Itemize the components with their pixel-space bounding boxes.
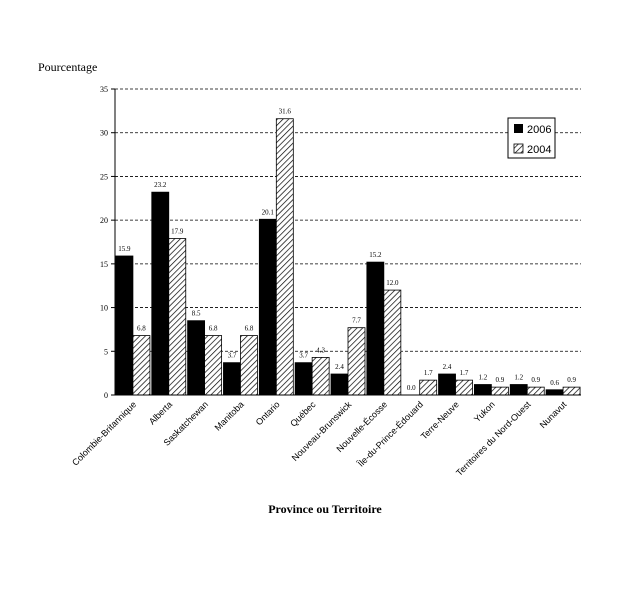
- y-tick-label: 15: [100, 260, 108, 269]
- data-label-2006-0: 15.9: [118, 245, 131, 253]
- bar-2004-2: [204, 335, 223, 396]
- data-label-2006-2: 8.5: [192, 310, 201, 318]
- x-tick-label-8: Île-du-Prince-Édouard: [355, 399, 425, 469]
- bar-2006-1: [151, 191, 170, 396]
- data-label-2004-1: 17.9: [171, 228, 184, 236]
- bar-2004-7: [383, 289, 402, 396]
- x-tick-label-1: Alberta: [147, 399, 174, 426]
- data-label-2006-1: 23.2: [154, 181, 167, 189]
- legend-label-2004: 2004: [527, 144, 551, 156]
- data-label-2004-12: 0.9: [567, 376, 576, 384]
- x-tick-label-4: Ontario: [254, 399, 282, 427]
- x-tick-label-6: Nouveau-Brunswick: [290, 399, 354, 463]
- data-label-2006-5: 3.7: [299, 352, 308, 360]
- x-tick-label-3: Manitoba: [213, 399, 246, 432]
- bar-2004-5: [311, 357, 330, 396]
- axes: [114, 89, 581, 396]
- bar-2004-1: [168, 238, 187, 396]
- y-tick-label: 35: [100, 85, 108, 94]
- y-tick-label: 20: [100, 216, 108, 225]
- y-tick-label: 10: [100, 304, 108, 313]
- bar-2004-6: [347, 327, 366, 396]
- x-tick-label-5: Québec: [288, 399, 318, 429]
- bars: [115, 118, 581, 396]
- bar-2006-12: [545, 389, 564, 396]
- bar-2004-4: [275, 118, 294, 396]
- bar-2006-9: [438, 373, 456, 396]
- x-tick-label-11: Territoires du Nord-Ouest: [454, 399, 533, 478]
- bar-2004-10: [490, 386, 509, 396]
- data-label-2006-4: 20.1: [262, 208, 275, 216]
- data-label-2004-4: 31.6: [279, 108, 292, 116]
- legend-swatch-2006: [514, 124, 523, 133]
- y-tick-label: 25: [100, 172, 108, 181]
- data-label-2006-6: 2.4: [335, 363, 344, 371]
- data-label-2004-10: 0.9: [496, 376, 505, 384]
- bar-2006-3: [223, 362, 241, 396]
- bar-2006-7: [366, 261, 385, 396]
- y-tick-label: 5: [104, 347, 108, 356]
- legend: 2006 2004: [507, 117, 556, 159]
- data-label-2006-12: 0.6: [550, 379, 559, 387]
- y-tick-label: 0: [104, 391, 108, 400]
- x-tick-label-0: Colombie-Britannique: [70, 399, 138, 467]
- bar-2004-12: [562, 386, 581, 396]
- data-label-2004-7: 12.0: [386, 279, 399, 287]
- y-tick-label: 30: [100, 129, 108, 138]
- legend-label-2006: 2006: [527, 124, 551, 136]
- y-axis-ticks: 0 5 10 15 20 25 30 35: [100, 85, 115, 400]
- bar-2006-4: [258, 218, 277, 396]
- y-axis-title: Pourcentage: [38, 60, 97, 74]
- x-tick-label-9: Terre-Neuve: [419, 399, 461, 441]
- data-label-2004-11: 0.9: [531, 376, 540, 384]
- bar-2004-9: [455, 379, 473, 396]
- bar-2006-11: [509, 384, 528, 396]
- bar-2006-2: [187, 320, 206, 396]
- bar-2004-3: [240, 335, 258, 396]
- data-labels: 15.9 6.8 23.2 17.9 8.5 6.8 3.7 6.8 20.1 31.6 3.7 4.…: [118, 108, 576, 392]
- data-label-2004-2: 6.8: [209, 325, 218, 333]
- x-tick-label-10: Yukon: [472, 399, 497, 424]
- data-label-2004-8: 1.7: [424, 369, 433, 377]
- data-label-2004-0: 6.8: [137, 325, 146, 333]
- data-label-2006-3: 3.7: [228, 352, 237, 360]
- x-tick-label-12: Nunavut: [538, 399, 569, 430]
- bar-2004-0: [132, 335, 151, 396]
- bar-2006-10: [473, 384, 492, 396]
- data-label-2006-9: 2.4: [443, 363, 452, 371]
- data-label-2004-9: 1.7: [460, 369, 469, 377]
- data-label-2004-3: 6.8: [245, 325, 254, 333]
- legend-swatch-2004: [513, 143, 524, 154]
- bar-2006-0: [115, 255, 134, 396]
- x-axis-title: Province ou Territoire: [268, 502, 382, 516]
- data-label-2006-10: 1.2: [479, 374, 488, 382]
- bar-2004-8: [419, 379, 438, 396]
- data-label-2006-11: 1.2: [514, 374, 523, 382]
- data-label-2006-7: 15.2: [369, 251, 382, 259]
- gridlines: [115, 88, 581, 352]
- data-label-2004-5: 4.3: [316, 346, 325, 354]
- bar-2006-5: [294, 362, 313, 396]
- bar-2004-11: [526, 386, 545, 396]
- bar-2006-6: [330, 373, 349, 396]
- data-label-2006-8: 0.0: [407, 384, 416, 392]
- data-label-2004-6: 7.7: [352, 317, 361, 325]
